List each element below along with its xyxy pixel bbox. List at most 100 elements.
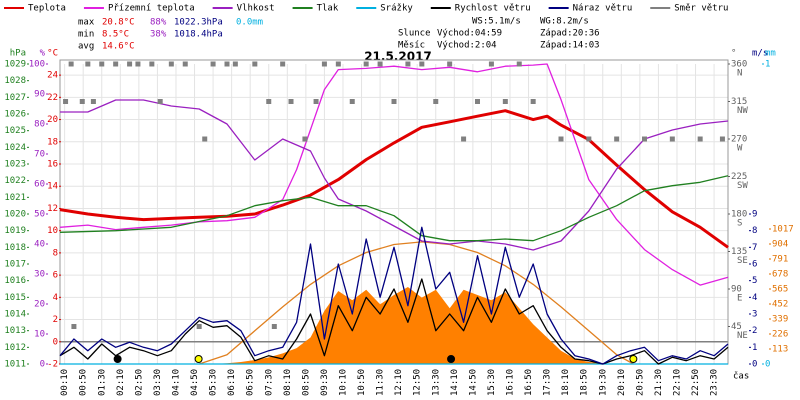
point xyxy=(113,61,119,67)
legend-label: Vlhkost xyxy=(237,4,275,14)
y-tick-label: 7 xyxy=(752,243,757,253)
stat-value: 88% xyxy=(150,18,167,28)
point xyxy=(433,99,439,104)
y-tick-label: 1 xyxy=(752,343,757,353)
y-tick-label: 100 xyxy=(29,60,45,70)
point xyxy=(224,61,230,67)
x-axis-label: čas xyxy=(733,371,749,382)
point xyxy=(79,99,85,104)
x-tick-label: 13:30 xyxy=(431,369,441,396)
y-tick-label: 678 xyxy=(772,270,788,280)
y-tick-label: 90 xyxy=(34,90,45,100)
point xyxy=(63,99,69,104)
y-tick-label: 315 xyxy=(731,97,747,107)
point xyxy=(642,136,647,142)
axis-unit: mm xyxy=(765,49,776,59)
x-tick-label: 22:50 xyxy=(691,369,701,396)
point xyxy=(461,136,467,142)
point xyxy=(419,61,425,67)
y-tick-label: 10 xyxy=(47,226,58,236)
point xyxy=(252,61,258,67)
legend-label: Teplota xyxy=(28,4,66,14)
y-tick-label: 14 xyxy=(47,182,58,192)
series-line xyxy=(59,63,729,286)
point xyxy=(182,61,188,67)
y-tick-label: 4 xyxy=(53,293,58,303)
point xyxy=(202,136,208,142)
point xyxy=(68,61,74,67)
axis-unit: m/s xyxy=(752,49,768,59)
y-tick-label: 4 xyxy=(752,293,757,303)
y-tick-label: 270 xyxy=(731,135,747,145)
y-tick-label: 24 xyxy=(47,71,58,81)
y-tick-label: 1017 xyxy=(4,260,26,270)
info-text: Západ:20:36 xyxy=(540,29,600,39)
y-tick-label: 565 xyxy=(772,285,788,295)
y-tick-label: 16 xyxy=(47,160,58,170)
y-tick-label: 90 xyxy=(731,285,742,295)
area xyxy=(60,287,728,364)
point xyxy=(614,136,620,142)
y-tick-label: 1018 xyxy=(4,243,26,253)
direction-name: NW xyxy=(737,106,748,116)
y-tick-label: 22 xyxy=(47,93,58,103)
y-tick-label: 3 xyxy=(752,310,757,320)
y-tick-label: 1029 xyxy=(4,60,26,70)
y-tick-label: 10 xyxy=(34,330,45,340)
point xyxy=(349,99,355,104)
legend-label: Směr větru xyxy=(674,4,728,14)
y-tick-label: 0 xyxy=(53,337,58,347)
y-tick-label: 80 xyxy=(34,120,45,130)
y-tick-label: 1020 xyxy=(4,210,26,220)
y-tick-label: 113 xyxy=(772,345,788,355)
y-tick-label: 1023 xyxy=(4,160,26,170)
y-tick-label: 70 xyxy=(34,150,45,160)
y-tick-label: 0 xyxy=(765,360,770,370)
series-line xyxy=(198,241,634,365)
point xyxy=(288,99,294,104)
y-tick-label: 1024 xyxy=(4,143,26,153)
point xyxy=(669,136,675,142)
point xyxy=(313,99,319,104)
y-tick-label: 30 xyxy=(34,270,45,280)
x-tick-label: 02:50 xyxy=(134,369,144,396)
y-tick-label: 180 xyxy=(731,210,747,220)
x-tick-label: 16:50 xyxy=(524,369,534,396)
y-tick-label: 1017 xyxy=(772,225,794,235)
x-tick-label: 11:30 xyxy=(376,369,386,396)
x-tick-label: 07:30 xyxy=(264,369,274,396)
y-tick-label: 1016 xyxy=(4,276,26,286)
direction-name: NE xyxy=(737,331,748,341)
y-tick-label: 1 xyxy=(765,60,770,70)
moon-marker xyxy=(113,355,122,363)
y-tick-label: 1025 xyxy=(4,126,26,136)
point xyxy=(196,324,202,329)
y-tick-label: 339 xyxy=(772,315,788,325)
x-tick-label: 18:50 xyxy=(580,369,590,396)
y-tick-label: 1028 xyxy=(4,76,26,86)
point xyxy=(271,324,277,329)
point xyxy=(85,61,91,67)
x-tick-label: 23:30 xyxy=(710,369,720,396)
series-line xyxy=(59,278,729,365)
y-tick-label: 135 xyxy=(731,247,747,257)
y-tick-label: 20 xyxy=(47,115,58,125)
point xyxy=(149,61,155,67)
point xyxy=(516,61,522,67)
direction-name: SW xyxy=(737,181,748,191)
y-tick-label: 225 xyxy=(731,172,747,182)
x-tick-label: 08:10 xyxy=(283,369,293,396)
info-text: Měsíc xyxy=(398,41,425,51)
stat-value: max xyxy=(78,18,95,28)
point xyxy=(127,61,133,67)
x-tick-label: 10:10 xyxy=(338,369,348,396)
y-tick-label: 1011 xyxy=(4,360,26,370)
info-text: WS:5.1m/s xyxy=(472,17,521,27)
legend-label: Přízemní teplota xyxy=(108,4,195,14)
direction-name: SE xyxy=(737,256,748,266)
info-text: WG:8.2m/s xyxy=(540,17,589,27)
stat-value: avg xyxy=(78,42,94,52)
sun-marker xyxy=(629,355,638,363)
x-tick-label: 10:50 xyxy=(357,369,367,396)
point xyxy=(168,61,174,67)
